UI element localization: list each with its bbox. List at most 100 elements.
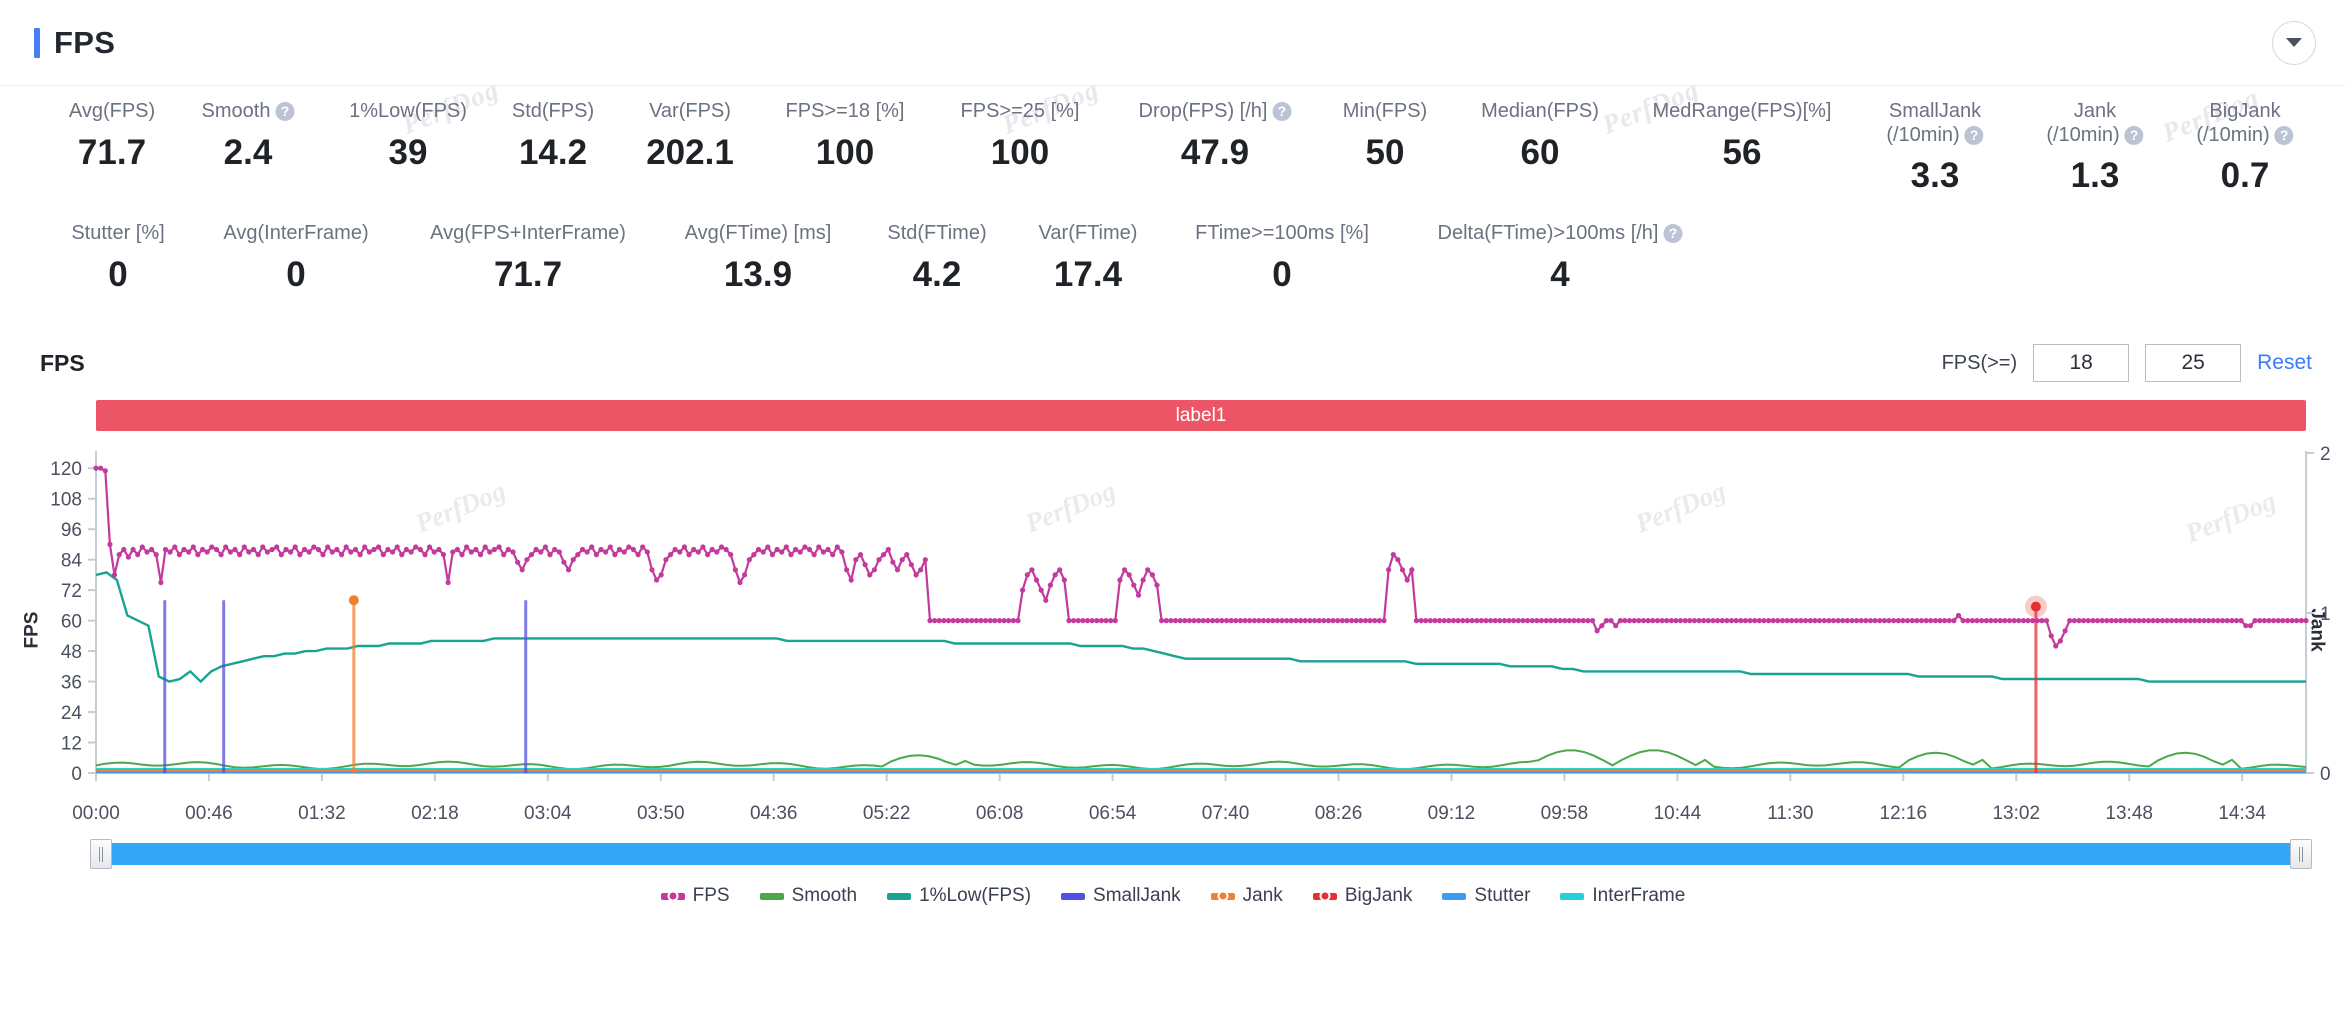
legend-item-fps[interactable]: FPS [660, 885, 730, 907]
help-icon[interactable]: ? [1663, 224, 1683, 244]
fps-point [348, 549, 354, 555]
fps-point [1677, 618, 1684, 624]
fps-point [2164, 618, 2170, 624]
fps-point [1358, 618, 1364, 624]
fps-point [1029, 567, 1035, 573]
legend-item-bigjank[interactable]: BigJank [1312, 885, 1412, 907]
time-range-scrollbar[interactable] [90, 839, 2312, 869]
fps-point [1650, 618, 1656, 624]
help-icon[interactable]: ? [2124, 125, 2144, 145]
help-icon[interactable]: ? [1272, 102, 1292, 122]
fps-point [1705, 618, 1711, 624]
legend-item-interframe[interactable]: InterFrame [1560, 885, 1685, 907]
watermark: PerfDog [410, 475, 510, 539]
fps-point [1747, 618, 1753, 624]
fps-point [1455, 618, 1461, 624]
legend-item-1-low-fps[interactable]: 1%Low(FPS) [887, 885, 1031, 907]
fps-point [751, 552, 757, 558]
label-band[interactable]: label1 [96, 400, 2306, 431]
fps-point [2169, 618, 2175, 624]
fps-point [691, 546, 697, 553]
fps-point [1478, 618, 1484, 624]
legend-item-stutter[interactable]: Stutter [1442, 885, 1530, 907]
fps-point [556, 549, 562, 555]
fps-point [1877, 618, 1883, 624]
fps-point [1311, 618, 1318, 624]
fps-point [1905, 618, 1911, 624]
fps-point [1803, 618, 1809, 624]
fps-point [1399, 567, 1406, 573]
fps-point [2016, 618, 2022, 624]
legend-item-jank[interactable]: Jank [1210, 885, 1283, 907]
range-right-handle[interactable] [2290, 839, 2312, 869]
fps-point [227, 549, 233, 555]
fps-point [1895, 618, 1901, 624]
metrics-row-secondary: Stutter [%] 0 Avg(InterFrame) 0 Avg(FPS+Inte… [0, 222, 2346, 322]
legend-swatch [660, 892, 685, 900]
help-icon[interactable]: ? [1964, 125, 1984, 145]
fps-point [111, 572, 118, 578]
fps-point [1210, 618, 1216, 624]
fps-point [1214, 618, 1220, 624]
fps-point [1140, 577, 1146, 583]
fps-point [1849, 618, 1855, 624]
fps-point [1687, 618, 1693, 624]
legend-item-smalljank[interactable]: SmallJank [1061, 885, 1181, 907]
metric-cell: FTime>=100ms [%] 0 [1195, 222, 1369, 295]
fps-point [2298, 618, 2304, 624]
fps-point [2039, 618, 2045, 624]
metric-cell: Var(FTime) 17.4 [1039, 222, 1138, 295]
fps-point [181, 546, 187, 553]
metric-value: 56 [1722, 132, 1762, 172]
range-left-handle[interactable] [90, 839, 112, 869]
fps-point [2303, 618, 2309, 624]
fps-point [510, 549, 516, 555]
help-icon[interactable]: ? [2274, 125, 2294, 145]
fps-point [1599, 623, 1605, 629]
series-bigjank-spike-marker [2030, 601, 2041, 612]
metric-value: 39 [388, 132, 428, 172]
fps-point [867, 572, 873, 578]
fps-point [1307, 618, 1313, 624]
fps-point [1413, 618, 1419, 624]
help-icon[interactable]: ? [275, 102, 295, 122]
fps-point [936, 618, 942, 624]
fps-point [1075, 618, 1081, 624]
fps-point [260, 544, 266, 550]
fps-point [102, 468, 108, 474]
fps-point [1080, 618, 1086, 624]
fps-min-input[interactable] [2033, 344, 2130, 382]
fps-point [1154, 582, 1160, 588]
fps-point [2030, 618, 2036, 624]
range-track[interactable] [96, 843, 2306, 865]
x-tick-label: 09:12 [1427, 803, 1476, 824]
fps-point [1909, 618, 1915, 624]
fps-point [1117, 577, 1123, 583]
fps-point [380, 552, 386, 558]
collapse-panel-button[interactable] [2272, 20, 2316, 65]
fps-point [1325, 618, 1331, 624]
fps-point [1237, 618, 1243, 624]
fps-point [468, 549, 474, 555]
fps-point [1946, 618, 1952, 624]
fps-point [1724, 618, 1730, 624]
grip-line [102, 846, 103, 862]
y-tick-label: 72 [61, 581, 82, 602]
fps-point [477, 552, 484, 558]
fps-point [718, 544, 725, 550]
reset-button[interactable]: Reset [2257, 351, 2312, 374]
fps-point [2233, 618, 2240, 624]
fps-point [1330, 618, 1336, 624]
metric-value: 1.3 [2070, 156, 2120, 196]
fps-point [403, 546, 409, 553]
chart-plot-area[interactable]: FPS Jank 0 12 24 36 48 60 72 84 96 108 120 0 1 2 PerfD… [0, 443, 2346, 803]
fps-point [2182, 618, 2189, 624]
legend-swatch [1210, 892, 1235, 900]
fps-point [1265, 618, 1271, 624]
fps-max-input[interactable] [2145, 344, 2242, 382]
fps-point [1511, 618, 1517, 624]
legend-item-smooth[interactable]: Smooth [759, 885, 857, 907]
fps-point [1821, 618, 1827, 624]
